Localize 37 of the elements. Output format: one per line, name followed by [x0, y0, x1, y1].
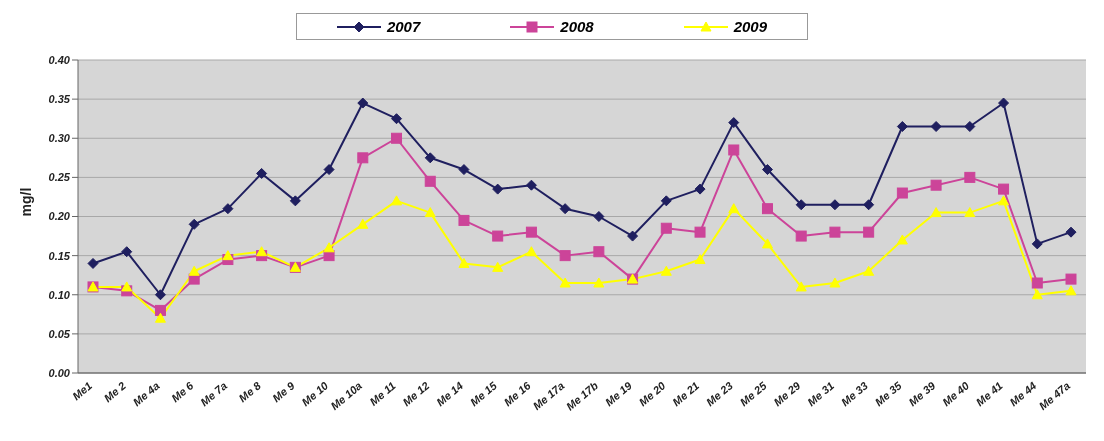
- x-tick-label: Me 23: [703, 379, 736, 409]
- x-tick-label: Me 20: [636, 378, 669, 409]
- y-tick-label: 0.40: [48, 53, 71, 66]
- y-tick-label: 0.00: [48, 366, 71, 379]
- x-tick-label: Me 47a: [1036, 379, 1073, 413]
- x-tick-label: Me 19: [602, 378, 635, 409]
- x-tick-label: Me 25: [737, 378, 770, 409]
- x-tick-label: Me 9: [270, 378, 298, 405]
- x-tick-label: Me 41: [973, 379, 1005, 409]
- x-tick-label: Me 31: [805, 379, 837, 409]
- x-tick-label: Me 4a: [130, 379, 162, 409]
- x-tick-label: Me 12: [400, 379, 432, 409]
- x-tick-label: Me 6: [169, 378, 197, 405]
- x-tick-label: Me 35: [872, 378, 905, 409]
- x-tick-label: Me 33: [838, 379, 870, 409]
- x-tick-label: Me 15: [467, 378, 500, 409]
- y-tick-label: 0.25: [48, 171, 71, 184]
- y-tick-label: 0.05: [48, 327, 71, 340]
- x-tick-label: Me 29: [771, 378, 804, 409]
- x-tick-label: Me 11: [367, 379, 398, 408]
- x-tick-label: Me 44: [1007, 379, 1039, 409]
- y-axis-title: mg/l: [17, 187, 34, 217]
- y-tick-label: 0.20: [48, 210, 71, 223]
- x-tick-label: Me 40: [939, 378, 972, 409]
- legend-label: 2008: [559, 18, 594, 35]
- y-tick-label: 0.15: [48, 249, 71, 262]
- legend-label: 2007: [385, 18, 421, 35]
- y-tick-label: 0.10: [48, 288, 71, 301]
- y-tick-label: 0.30: [48, 132, 71, 145]
- legend-label: 2009: [732, 18, 768, 35]
- x-tick-label: Me 39: [906, 378, 939, 409]
- x-tick-label: Me 2: [101, 379, 129, 405]
- x-tick-label: Me 8: [236, 378, 264, 405]
- x-tick-label: Me 7a: [198, 379, 230, 409]
- x-tick-label: Me 21: [670, 379, 702, 409]
- y-tick-label: 0.35: [48, 93, 71, 106]
- x-tick-label: Me 14: [434, 379, 466, 409]
